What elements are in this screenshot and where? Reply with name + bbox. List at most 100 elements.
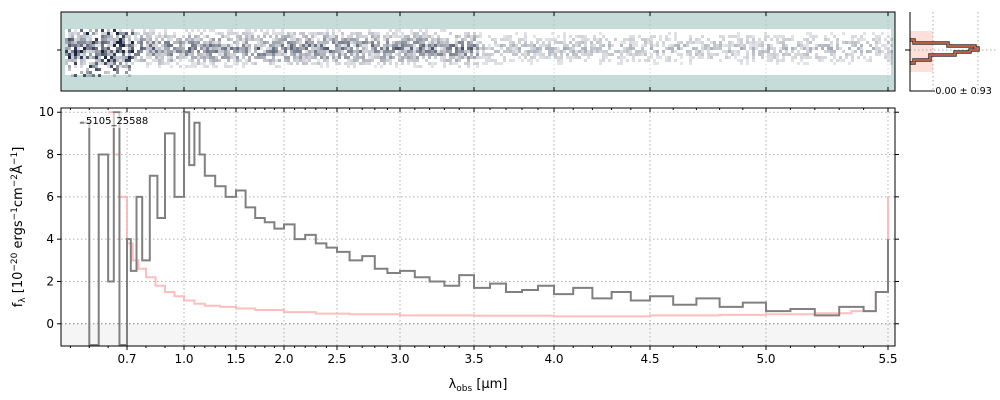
2d-pixel [626,50,629,53]
2d-pixel [344,47,347,50]
2d-pixel [533,47,536,50]
2d-pixel [173,32,176,35]
2d-pixel [203,59,206,62]
2d-pixel [365,41,368,44]
2d-pixel [761,50,764,53]
2d-pixel [761,53,764,56]
2d-pixel [509,47,512,50]
2d-pixel [164,53,167,56]
2d-pixel [353,32,356,35]
2d-pixel [326,65,329,68]
2d-pixel [596,41,599,44]
2d-pixel [509,41,512,44]
2d-pixel [206,44,209,47]
series-data [79,111,889,346]
2d-pixel [428,53,431,56]
2d-pixel [554,38,557,41]
2d-pixel [119,47,122,50]
2d-pixel [860,50,863,53]
2d-pixel [671,50,674,53]
2d-pixel [194,62,197,65]
2d-pixel [245,44,248,47]
2d-pixel [179,41,182,44]
2d-pixel [440,41,443,44]
2d-pixel [443,44,446,47]
2d-pixel [215,44,218,47]
2d-pixel [776,62,779,65]
2d-pixel [569,50,572,53]
2d-pixel [458,56,461,59]
2d-pixel [203,44,206,47]
2d-pixel [140,44,143,47]
2d-pixel [80,29,83,32]
2d-pixel [128,74,131,77]
2d-pixel [71,41,74,44]
2d-pixel [125,59,128,62]
profile-model-fill [910,31,933,72]
2d-pixel [608,59,611,62]
y-tick-label: 6 [46,190,54,204]
2d-pixel [74,32,77,35]
2d-pixel [449,32,452,35]
2d-pixel [320,32,323,35]
2d-pixel [734,53,737,56]
2d-pixel [317,50,320,53]
2d-pixel [275,50,278,53]
2d-pixel [197,56,200,59]
2d-pixel [101,32,104,35]
2d-pixel [605,38,608,41]
2d-pixel [302,35,305,38]
2d-pixel [299,41,302,44]
2d-pixel [281,29,284,32]
2d-pixel [854,35,857,38]
2d-pixel [281,38,284,41]
2d-pixel [419,41,422,44]
2d-pixel [302,59,305,62]
2d-pixel [692,47,695,50]
2d-pixel [401,50,404,53]
2d-pixel [185,29,188,32]
2d-pixel [374,32,377,35]
2d-pixel [185,56,188,59]
2d-pixel [608,47,611,50]
2d-pixel [179,53,182,56]
2d-pixel [596,47,599,50]
2d-pixel [872,38,875,41]
2d-pixel [674,32,677,35]
2d-pixel [395,35,398,38]
2d-pixel [236,41,239,44]
2d-pixel [260,29,263,32]
2d-pixel [482,44,485,47]
2d-pixel [821,44,824,47]
2d-pixel [407,53,410,56]
2d-pixel [722,44,725,47]
2d-pixel [728,47,731,50]
2d-pixel [170,44,173,47]
2d-pixel [812,47,815,50]
2d-pixel [224,53,227,56]
2d-pixel [695,38,698,41]
2d-pixel [689,56,692,59]
2d-pixel [413,59,416,62]
2d-pixel [326,41,329,44]
2d-pixel [305,35,308,38]
2d-pixel [593,35,596,38]
2d-pixel [734,44,737,47]
2d-pixel [845,53,848,56]
2d-pixel [890,56,893,59]
2d-pixel [833,53,836,56]
2d-pixel [227,35,230,38]
2d-pixel [179,44,182,47]
2d-pixel [803,53,806,56]
2d-pixel [317,44,320,47]
2d-pixel [710,53,713,56]
2d-pixel [182,44,185,47]
2d-pixel [293,53,296,56]
2d-pixel [128,44,131,47]
2d-pixel [608,53,611,56]
2d-pixel [713,44,716,47]
profile-panel [905,12,998,92]
2d-pixel [872,32,875,35]
2d-pixel [752,53,755,56]
2d-pixel [371,35,374,38]
